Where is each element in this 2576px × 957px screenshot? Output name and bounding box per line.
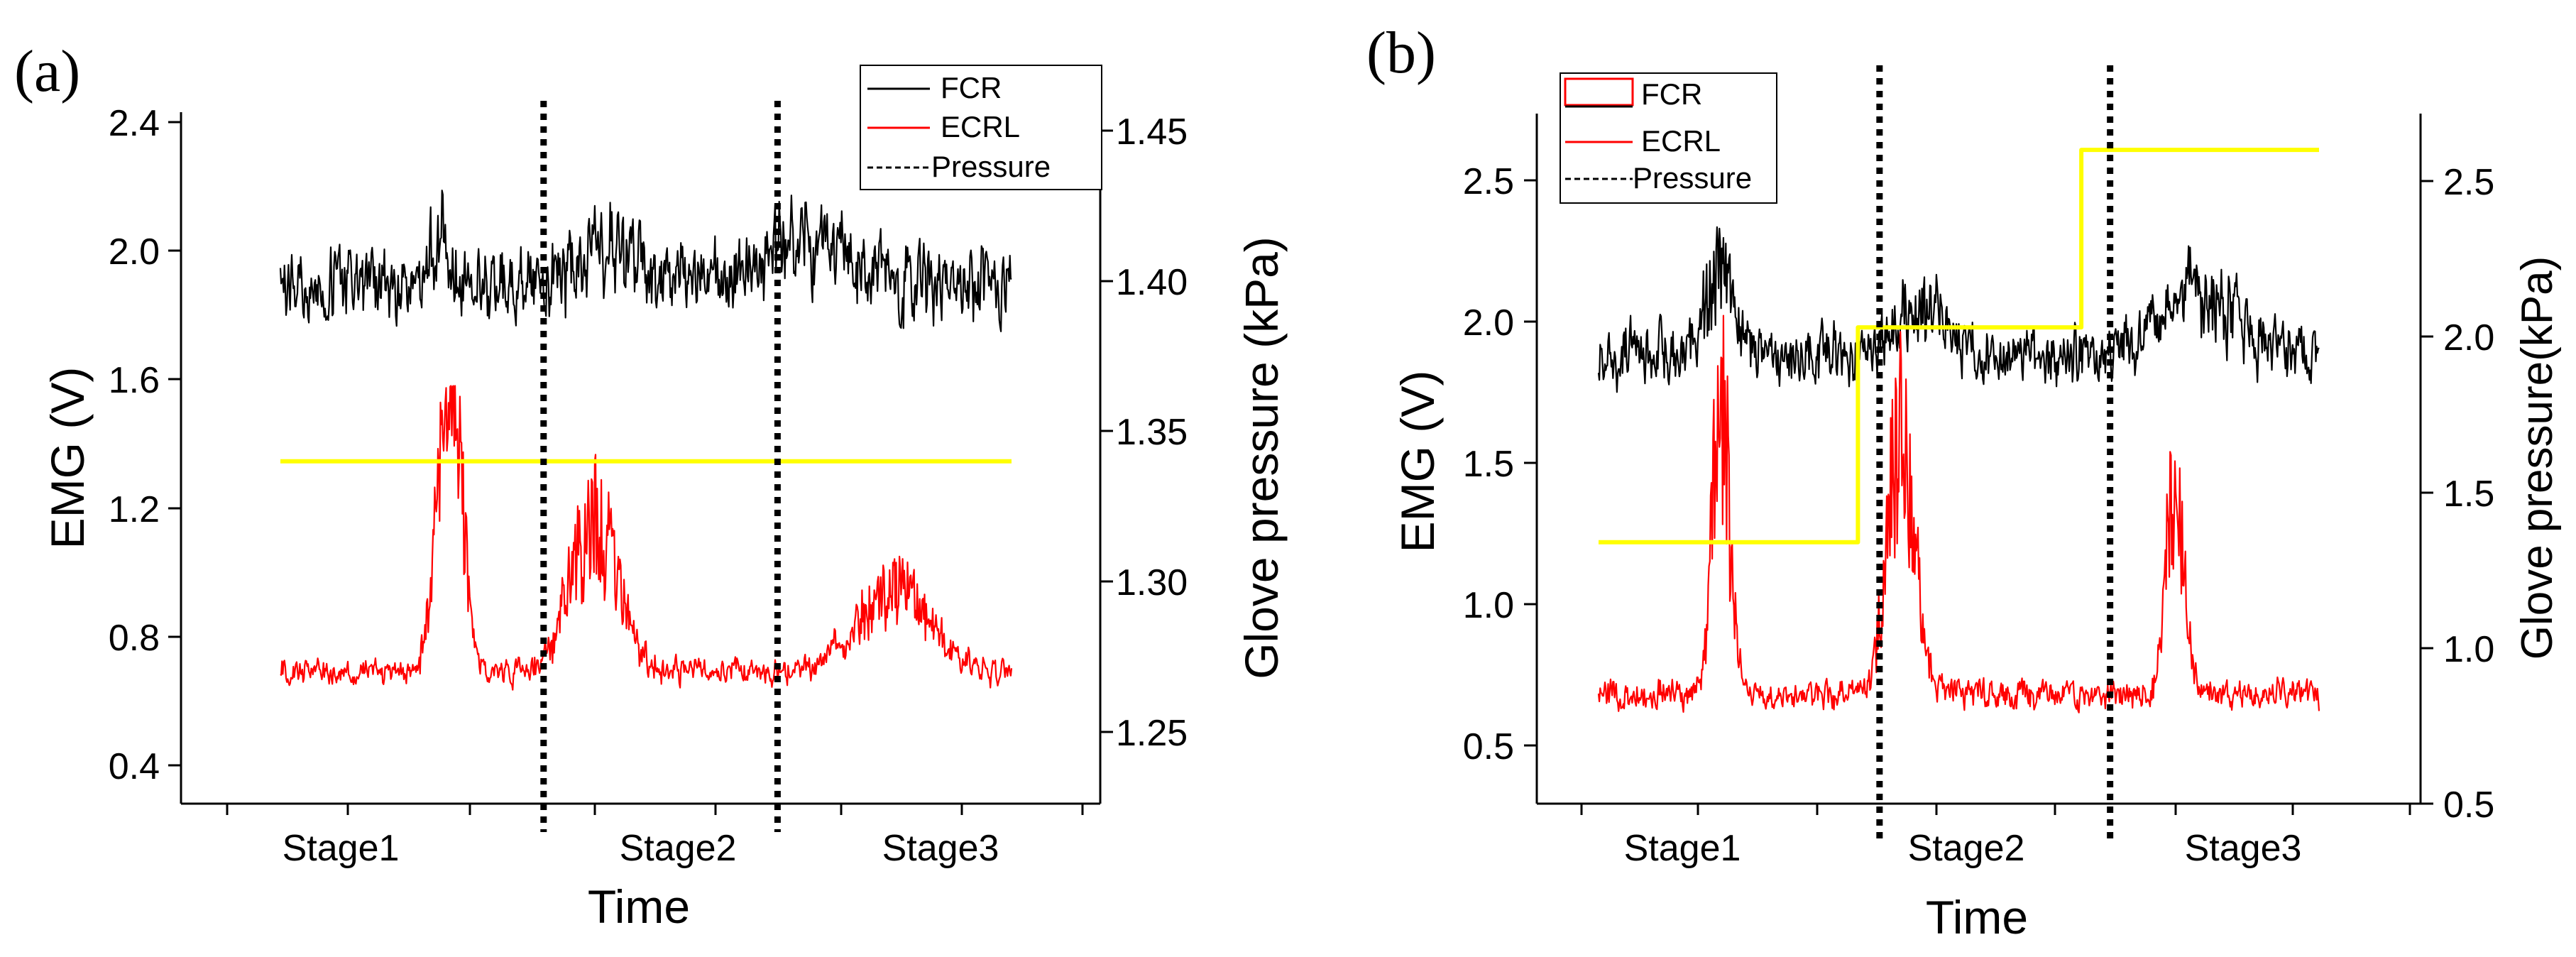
panel-b-legend: FCR ECRL Pressure	[1560, 72, 1777, 204]
x-axis-title: Time	[1926, 891, 2028, 944]
y-tick-left: 2.4	[109, 103, 181, 144]
series-line-fcr	[279, 190, 1012, 332]
y-axis-title-left: EMG (V)	[1391, 371, 1444, 553]
y-tick-label: 1.45	[1116, 111, 1188, 153]
y-tick-label: 1.5	[2443, 474, 2494, 515]
y-tick-label: 2.5	[1463, 161, 1514, 202]
y-tick-label: 0.5	[2443, 784, 2494, 826]
panel-a-left-ticks: 0.4 0.8 1.2 1.6 2.0 2.4	[109, 103, 181, 787]
series-line-fcr	[1597, 226, 2320, 393]
x-category-label: Stage3	[2185, 828, 2302, 869]
series-line-ecrl	[280, 385, 1013, 691]
y-tick-right: 1.35	[1100, 412, 1188, 453]
y-tick-label: 1.6	[109, 360, 160, 401]
y-tick-right: 2.5	[2421, 162, 2494, 203]
x-axis-title: Time	[588, 880, 690, 933]
y-tick-left: 0.8	[109, 618, 181, 659]
panel-a-legend: FCR ECRL Pressure	[860, 65, 1102, 190]
legend-label-ecrl: ECRL	[1641, 124, 1721, 158]
panel-a-series	[279, 101, 1013, 832]
x-category-label: Stage2	[1908, 828, 2025, 869]
y-tick-label: 2.0	[109, 231, 160, 273]
y-tick-left: 2.0	[1463, 302, 1537, 344]
x-category-label: Stage1	[1624, 828, 1741, 869]
y-tick-label: 1.0	[1463, 585, 1514, 626]
legend-highlight-box	[1564, 77, 1634, 106]
y-tick-left: 2.5	[1463, 161, 1537, 202]
y-tick-label: 2.0	[2443, 317, 2494, 359]
panel-b-right-ticks: 0.5 1.0 1.5 2.0 2.5	[2421, 162, 2494, 826]
y-tick-right: 2.0	[2421, 317, 2494, 359]
y-tick-right: 1.40	[1100, 262, 1188, 303]
x-category-label: Stage3	[882, 828, 999, 869]
series-line-ecrl	[1597, 315, 2320, 713]
y-tick-label: 2.5	[2443, 162, 2494, 203]
y-tick-left: 1.0	[1463, 585, 1537, 626]
y-tick-right: 1.5	[2421, 474, 2494, 515]
panel-b-series	[1597, 65, 2320, 843]
series-line-pressure	[1599, 148, 2319, 545]
y-tick-label: 0.8	[109, 618, 160, 659]
legend-label-pressure: Pressure	[1633, 161, 1752, 195]
panel-b: (b) 0.5 1.0 1.5 2.0 2.5 0.5 1.0 1.5 2.0 …	[1366, 20, 2562, 944]
y-tick-left: 0.4	[109, 746, 181, 787]
y-tick-label: 1.2	[109, 489, 160, 530]
y-tick-left: 0.5	[1463, 726, 1537, 767]
y-tick-label: 1.25	[1116, 713, 1188, 754]
y-tick-right: 1.25	[1100, 713, 1188, 754]
y-tick-label: 1.5	[1463, 444, 1514, 485]
panel-b-x-minor-ticks	[1580, 804, 2411, 815]
panel-a-x-minor-ticks	[226, 804, 1084, 815]
y-tick-right: 1.45	[1100, 111, 1188, 153]
legend-label-ecrl: ECRL	[941, 110, 1020, 143]
y-axis-title-right: Glove pressure (kPa)	[1235, 236, 1288, 679]
y-tick-left: 1.2	[109, 489, 181, 530]
y-axis-title-left: EMG (V)	[41, 367, 94, 549]
legend-label-pressure: Pressure	[931, 150, 1051, 183]
y-tick-label: 1.35	[1116, 412, 1188, 453]
y-axis-title-right: Glove pressure(kPa)	[2513, 256, 2562, 660]
y-tick-left: 1.5	[1463, 444, 1537, 485]
y-tick-left: 2.0	[109, 231, 181, 273]
panel-a: (a) 0.4 0.8 1.2 1.6 2.0 2.4 1.25 1.30 1.…	[14, 38, 1288, 933]
y-tick-right: 1.30	[1100, 562, 1188, 603]
panel-a-right-ticks: 1.25 1.30 1.35 1.40 1.45	[1100, 111, 1188, 754]
y-tick-label: 2.4	[109, 103, 160, 144]
panel-b-left-ticks: 0.5 1.0 1.5 2.0 2.5	[1463, 161, 1537, 767]
y-tick-right: 1.0	[2421, 629, 2494, 670]
y-tick-label: 1.30	[1116, 562, 1188, 603]
legend-label-fcr: FCR	[941, 71, 1002, 104]
y-tick-label: 0.5	[1463, 726, 1514, 767]
x-category-label: Stage2	[620, 828, 737, 869]
legend-label-fcr: FCR	[1641, 77, 1702, 111]
y-tick-label: 2.0	[1463, 302, 1514, 344]
panel-b-label: (b)	[1366, 20, 1436, 86]
y-tick-right: 0.5	[2421, 784, 2494, 826]
y-tick-label: 1.0	[2443, 629, 2494, 670]
panel-a-label: (a)	[14, 38, 80, 104]
y-tick-label: 0.4	[109, 746, 160, 787]
x-category-label: Stage1	[283, 828, 400, 869]
y-tick-label: 1.40	[1116, 262, 1188, 303]
y-tick-left: 1.6	[109, 360, 181, 401]
